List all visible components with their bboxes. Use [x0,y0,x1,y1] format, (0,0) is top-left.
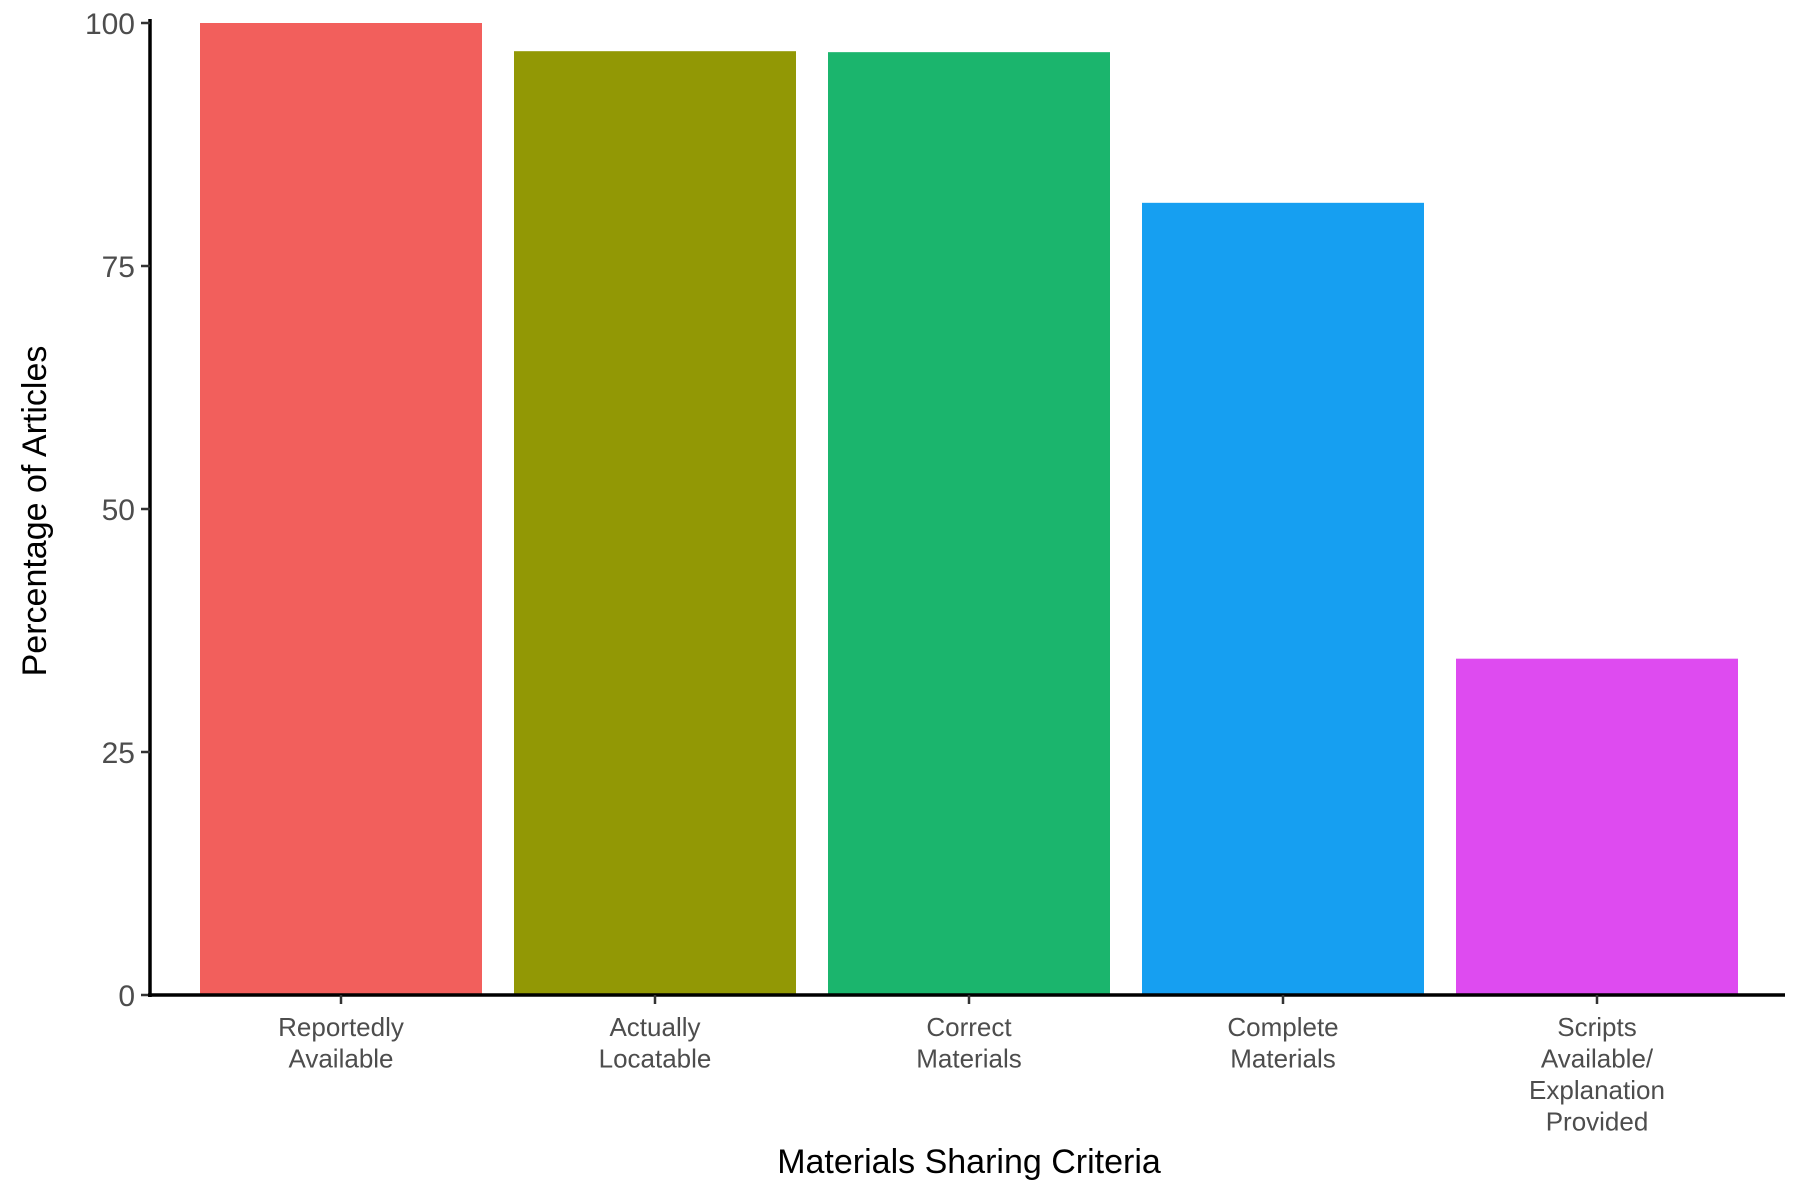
y-tick-label-3: 75 [102,251,135,284]
x-tick-label-4: Scripts Available/Explanation Provided [1529,1012,1665,1137]
bar-1 [514,51,796,996]
bar-2 [828,52,1110,996]
x-tick-label-0-line-0: Reportedly [278,1012,404,1042]
x-tick-label-2-line-1: Materials [916,1044,1021,1074]
bars-layer [200,23,1738,996]
x-tick-label-3-line-0: Complete [1227,1012,1338,1042]
x-tick-label-0: Reportedly Available [278,1012,404,1074]
x-tick-label-4-line-2: Explanation [1529,1075,1665,1105]
y-axis-title: Percentage of Articles [16,346,54,677]
x-tick-label-3: Complete Materials [1227,1012,1338,1074]
x-axis: Reportedly Available Actually Locatable Corr… [148,993,1785,1137]
x-tick-label-0-line-1: Available [288,1044,393,1074]
bar-0 [200,23,482,995]
y-tick-label-4: 100 [85,8,135,41]
x-tick-label-4-line-3: Provided [1546,1107,1649,1137]
x-tick-label-1: Actually Locatable [599,1012,712,1074]
y-tick-label-2: 50 [102,494,135,527]
bar-3 [1142,202,1424,995]
x-tick-label-2-line-0: Correct [926,1012,1012,1042]
bar-4 [1456,658,1738,995]
x-tick-label-4-line-1: Available/ [1541,1044,1654,1074]
x-tick-label-3-line-1: Materials [1230,1044,1335,1074]
y-tick-label-1: 25 [102,737,135,770]
x-tick-label-1-line-1: Locatable [599,1044,712,1074]
x-tick-label-1-line-0: Actually [609,1012,700,1042]
y-tick-label-0: 0 [118,980,135,1013]
y-axis: 0 25 50 75 100 [85,8,152,1013]
x-tick-label-2: Correct Materials [916,1012,1021,1074]
x-tick-label-4-line-0: Scripts [1557,1012,1636,1042]
x-axis-title: Materials Sharing Criteria [777,1143,1161,1181]
